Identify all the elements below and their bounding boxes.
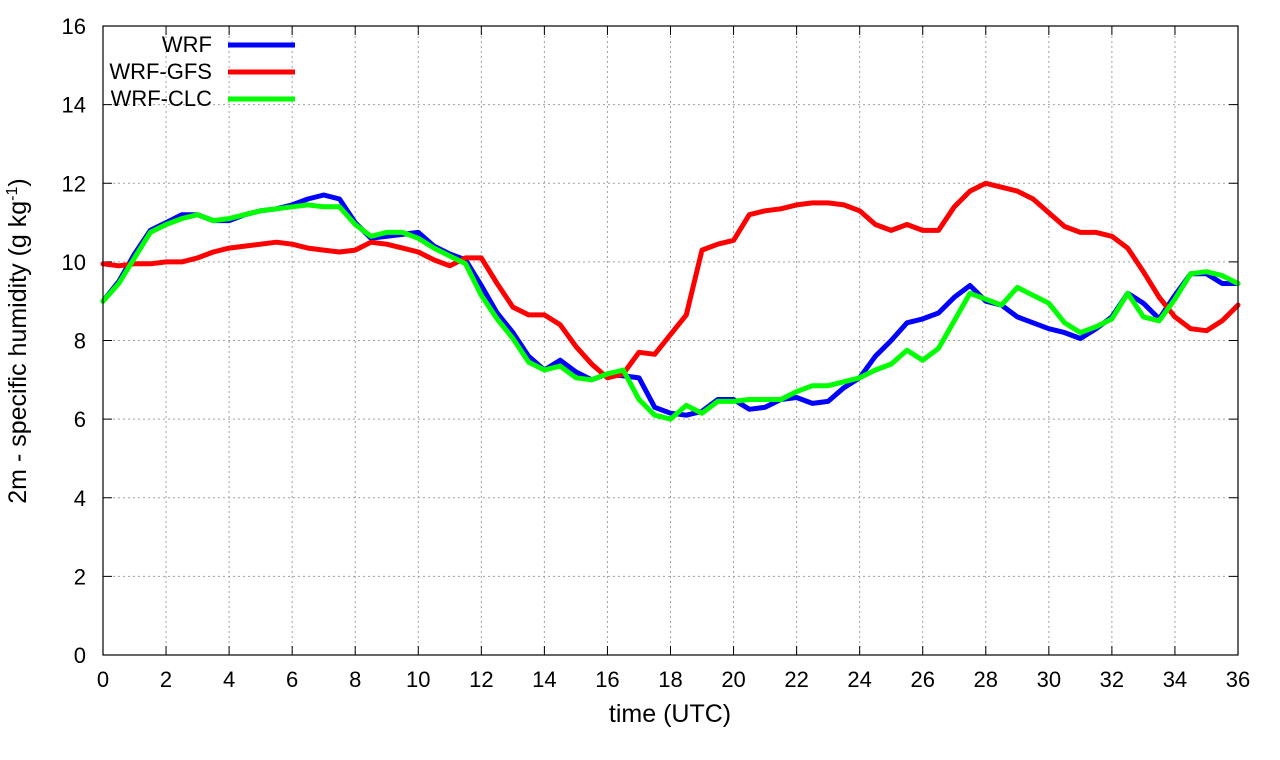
- x-tick-label: 28: [974, 667, 998, 692]
- x-tick-label: 0: [97, 667, 109, 692]
- legend-label-wrf-clc: WRF-CLC: [111, 86, 213, 111]
- x-tick-label: 20: [721, 667, 745, 692]
- x-tick-label: 6: [286, 667, 298, 692]
- grid: [103, 26, 1238, 655]
- x-tick-label: 18: [658, 667, 682, 692]
- x-tick-label: 30: [1037, 667, 1061, 692]
- x-tick-label: 32: [1100, 667, 1124, 692]
- y-tick-label: 8: [74, 329, 86, 354]
- x-tick-label: 24: [847, 667, 871, 692]
- x-tick-label: 36: [1226, 667, 1250, 692]
- y-tick-label: 10: [62, 250, 86, 275]
- y-tick-label: 12: [62, 171, 86, 196]
- legend-label-wrf: WRF: [162, 32, 212, 57]
- series-line-wrf-clc: [100, 202, 1241, 422]
- x-tick-label: 34: [1163, 667, 1187, 692]
- tick-labels: 0 2 4 6 8 10 12 14 16 18 20 22 24 26 28 30 32 34 360246810…: [62, 14, 1251, 692]
- y-tick-label: 2: [74, 564, 86, 589]
- x-tick-label: 14: [532, 667, 556, 692]
- plot-frame: [102, 25, 1239, 656]
- x-tick-label: 10: [406, 667, 430, 692]
- x-tick-label: 16: [595, 667, 619, 692]
- x-tick-label: 26: [910, 667, 934, 692]
- x-tick-label: 8: [349, 667, 361, 692]
- plot-series: [100, 180, 1241, 422]
- y-tick-label: 16: [62, 14, 86, 39]
- y-axis-title-superscript: -1: [4, 187, 21, 201]
- y-tick-label: 6: [74, 407, 86, 432]
- series-line-wrf-gfs: [100, 180, 1241, 381]
- legend-label-wrf-gfs: WRF-GFS: [109, 59, 212, 84]
- y-axis-title: 2m - specific humidity (g kg-1): [4, 178, 32, 503]
- y-axis-title-close: ): [4, 178, 32, 186]
- x-tick-label: 2: [160, 667, 172, 692]
- y-axis-title-text: 2m - specific humidity (g kg: [4, 201, 32, 504]
- y-tick-label: 14: [62, 93, 86, 118]
- x-axis-title: time (UTC): [609, 700, 731, 728]
- x-tick-label: 4: [223, 667, 235, 692]
- x-tick-label: 12: [469, 667, 493, 692]
- y-tick-label: 4: [74, 486, 86, 511]
- x-tick-label: 22: [784, 667, 808, 692]
- y-tick-label: 0: [74, 643, 86, 668]
